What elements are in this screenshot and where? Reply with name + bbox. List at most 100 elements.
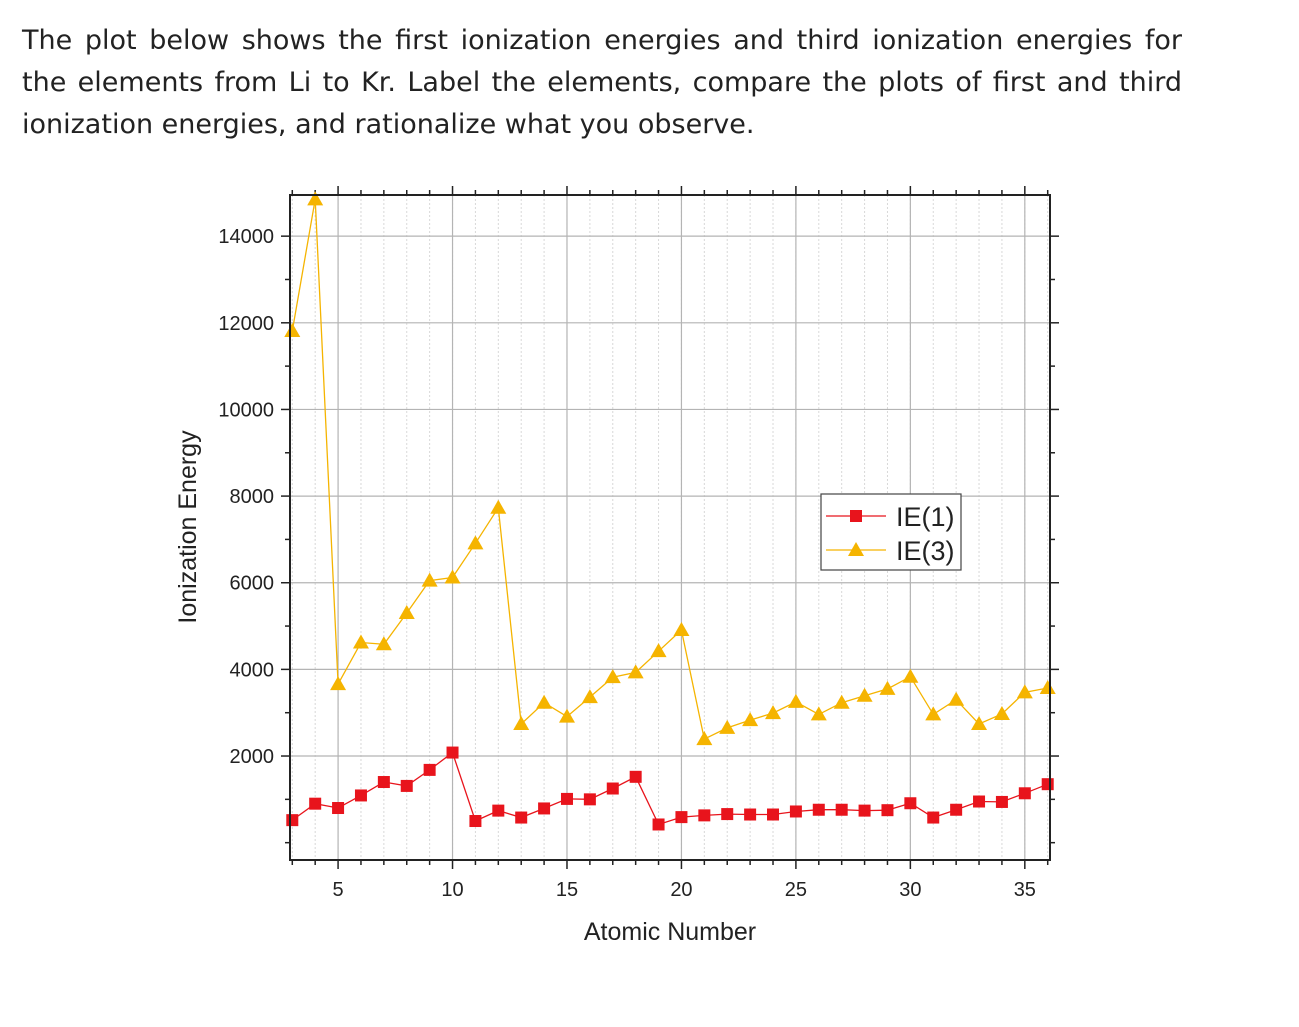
data-point [332, 802, 345, 815]
y-tick-label: 14000 [218, 226, 274, 248]
data-point [492, 804, 505, 817]
data-point [719, 719, 736, 734]
data-point [856, 687, 873, 702]
data-point [675, 811, 688, 824]
data-point [583, 793, 596, 806]
data-point [581, 689, 598, 704]
data-point [515, 811, 528, 824]
data-point [1018, 787, 1031, 800]
legend-label: IE(1) [896, 502, 955, 532]
data-point [650, 643, 667, 658]
data-point [765, 705, 782, 720]
data-point [973, 795, 986, 808]
data-point [627, 664, 644, 679]
legend-marker [850, 510, 862, 522]
x-axis-title: Atomic Number [584, 918, 756, 946]
data-point [950, 803, 963, 816]
x-tick-label: 30 [899, 879, 921, 901]
data-point [444, 569, 461, 584]
data-point [1016, 684, 1033, 699]
data-point [904, 797, 917, 810]
legend: IE(1) IE(3) [820, 493, 962, 571]
major-grid [290, 195, 1050, 860]
x-tick-label: 35 [1014, 879, 1036, 901]
data-point [948, 691, 965, 706]
data-point [742, 712, 759, 727]
data-point [902, 668, 919, 683]
data-point [673, 621, 690, 636]
y-tick-label: 8000 [230, 486, 275, 508]
y-axis-title: Ionization Energy [174, 430, 202, 624]
x-tick-label: 25 [785, 879, 807, 901]
legend-marker [848, 542, 864, 556]
legend-label: IE(3) [896, 536, 955, 566]
data-point [812, 803, 825, 816]
data-point [513, 715, 530, 730]
data-point [307, 191, 324, 206]
data-point [721, 808, 734, 821]
data-point [1039, 680, 1056, 695]
data-point [652, 818, 665, 831]
x-tick-label: 20 [670, 879, 692, 901]
data-point [352, 634, 369, 649]
data-point [604, 669, 621, 684]
data-point [538, 802, 551, 815]
data-point [536, 694, 553, 709]
data-point [558, 708, 575, 723]
question-text: The plot below shows the first ionizatio… [22, 25, 1182, 140]
data-point [879, 680, 896, 695]
data-point [629, 770, 642, 783]
data-point [309, 797, 322, 810]
data-point [284, 323, 301, 338]
data-point [354, 789, 367, 802]
y-tick-label: 10000 [218, 399, 274, 421]
data-point [993, 706, 1010, 721]
data-point [787, 693, 804, 708]
data-point [696, 731, 713, 746]
data-point [375, 636, 392, 651]
series-line [291, 199, 1048, 741]
data-point [469, 815, 482, 828]
series-layer [284, 191, 1056, 831]
data-point [833, 694, 850, 709]
y-tick-label: 2000 [230, 746, 275, 768]
data-point [377, 776, 390, 789]
data-point [606, 782, 619, 795]
data-point [398, 605, 415, 620]
x-tick-label: 15 [556, 879, 578, 901]
plot-frame [289, 194, 1051, 861]
data-point [467, 535, 484, 550]
data-point [330, 676, 347, 691]
y-tick-label: 4000 [230, 659, 275, 681]
series-line [291, 751, 1048, 826]
data-point [925, 706, 942, 721]
data-point [835, 803, 848, 816]
data-point [698, 809, 711, 822]
series-IE(3) [284, 191, 1056, 746]
data-point [423, 763, 436, 776]
data-point [421, 572, 438, 587]
data-point [400, 779, 413, 792]
data-point [971, 715, 988, 730]
x-tick-label: 5 [333, 879, 344, 901]
data-point [789, 805, 802, 818]
tick-labels: 5 10 15 20 25 30 35 2000 4000 6000 8000 10000 12000 1… [218, 226, 1036, 901]
data-point [767, 808, 780, 821]
data-point [858, 804, 871, 817]
data-point [995, 795, 1008, 808]
data-point [490, 499, 507, 514]
y-tick-label: 12000 [218, 313, 274, 335]
legend-box [820, 493, 962, 571]
x-tick-label: 10 [441, 879, 463, 901]
data-point [881, 804, 894, 817]
data-point [1041, 778, 1054, 791]
data-point [560, 792, 573, 805]
data-point [286, 814, 299, 827]
data-point [927, 811, 940, 824]
y-tick-label: 6000 [230, 573, 275, 595]
series-IE(1) [286, 746, 1054, 831]
data-point [810, 706, 827, 721]
data-point [744, 808, 757, 821]
